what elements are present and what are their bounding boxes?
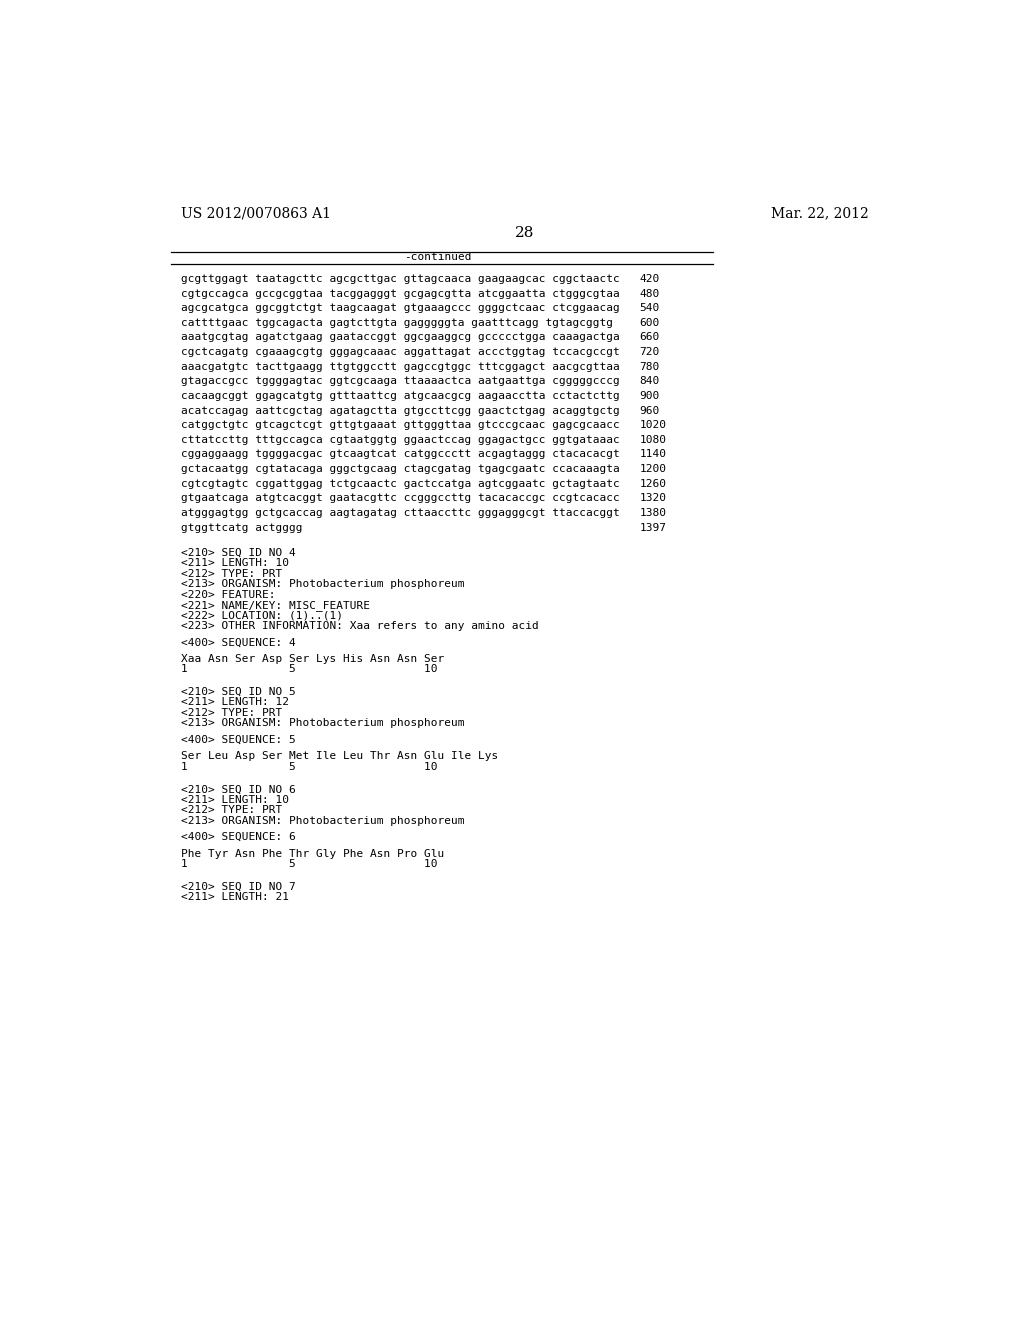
Text: 840: 840 xyxy=(640,376,659,387)
Text: gtgaatcaga atgtcacggt gaatacgttc ccgggccttg tacacaccgc ccgtcacacc: gtgaatcaga atgtcacggt gaatacgttc ccgggcc… xyxy=(180,494,620,503)
Text: <211> LENGTH: 10: <211> LENGTH: 10 xyxy=(180,558,289,569)
Text: aaatgcgtag agatctgaag gaataccggt ggcgaaggcg gccccctgga caaagactga: aaatgcgtag agatctgaag gaataccggt ggcgaag… xyxy=(180,333,620,342)
Text: <210> SEQ ID NO 7: <210> SEQ ID NO 7 xyxy=(180,882,296,892)
Text: <210> SEQ ID NO 4: <210> SEQ ID NO 4 xyxy=(180,548,296,558)
Text: cgtcgtagtc cggattggag tctgcaactc gactccatga agtcggaatc gctagtaatc: cgtcgtagtc cggattggag tctgcaactc gactcca… xyxy=(180,479,620,488)
Text: <212> TYPE: PRT: <212> TYPE: PRT xyxy=(180,569,282,578)
Text: Ser Leu Asp Ser Met Ile Leu Thr Asn Glu Ile Lys: Ser Leu Asp Ser Met Ile Leu Thr Asn Glu … xyxy=(180,751,498,762)
Text: aaacgatgtc tacttgaagg ttgtggcctt gagccgtggc tttcggagct aacgcgttaa: aaacgatgtc tacttgaagg ttgtggcctt gagccgt… xyxy=(180,362,620,372)
Text: gcgttggagt taatagcttc agcgcttgac gttagcaaca gaagaagcac cggctaactc: gcgttggagt taatagcttc agcgcttgac gttagca… xyxy=(180,275,620,284)
Text: <211> LENGTH: 12: <211> LENGTH: 12 xyxy=(180,697,289,708)
Text: 540: 540 xyxy=(640,304,659,313)
Text: <400> SEQUENCE: 6: <400> SEQUENCE: 6 xyxy=(180,832,296,842)
Text: <223> OTHER INFORMATION: Xaa refers to any amino acid: <223> OTHER INFORMATION: Xaa refers to a… xyxy=(180,620,539,631)
Text: 660: 660 xyxy=(640,333,659,342)
Text: 1               5                   10: 1 5 10 xyxy=(180,762,437,772)
Text: Xaa Asn Ser Asp Ser Lys His Asn Asn Ser: Xaa Asn Ser Asp Ser Lys His Asn Asn Ser xyxy=(180,653,444,664)
Text: 28: 28 xyxy=(515,226,535,240)
Text: <210> SEQ ID NO 6: <210> SEQ ID NO 6 xyxy=(180,784,296,795)
Text: <222> LOCATION: (1)..(1): <222> LOCATION: (1)..(1) xyxy=(180,610,343,620)
Text: gtagaccgcc tggggagtac ggtcgcaaga ttaaaactca aatgaattga cgggggcccg: gtagaccgcc tggggagtac ggtcgcaaga ttaaaac… xyxy=(180,376,620,387)
Text: <212> TYPE: PRT: <212> TYPE: PRT xyxy=(180,708,282,718)
Text: gtggttcatg actgggg: gtggttcatg actgggg xyxy=(180,523,302,532)
Text: catggctgtc gtcagctcgt gttgtgaaat gttgggttaa gtcccgcaac gagcgcaacc: catggctgtc gtcagctcgt gttgtgaaat gttgggt… xyxy=(180,420,620,430)
Text: 1397: 1397 xyxy=(640,523,667,532)
Text: 1               5                   10: 1 5 10 xyxy=(180,664,437,675)
Text: US 2012/0070863 A1: US 2012/0070863 A1 xyxy=(180,206,331,220)
Text: <213> ORGANISM: Photobacterium phosphoreum: <213> ORGANISM: Photobacterium phosphore… xyxy=(180,579,464,589)
Text: <221> NAME/KEY: MISC_FEATURE: <221> NAME/KEY: MISC_FEATURE xyxy=(180,601,370,611)
Text: 1380: 1380 xyxy=(640,508,667,517)
Text: atgggagtgg gctgcaccag aagtagatag cttaaccttc gggagggcgt ttaccacggt: atgggagtgg gctgcaccag aagtagatag cttaacc… xyxy=(180,508,620,517)
Text: 720: 720 xyxy=(640,347,659,356)
Text: agcgcatgca ggcggtctgt taagcaagat gtgaaagccc ggggctcaac ctcggaacag: agcgcatgca ggcggtctgt taagcaagat gtgaaag… xyxy=(180,304,620,313)
Text: cggaggaagg tggggacgac gtcaagtcat catggccctt acgagtaggg ctacacacgt: cggaggaagg tggggacgac gtcaagtcat catggcc… xyxy=(180,449,620,459)
Text: <213> ORGANISM: Photobacterium phosphoreum: <213> ORGANISM: Photobacterium phosphore… xyxy=(180,718,464,729)
Text: -continued: -continued xyxy=(404,252,472,263)
Text: 1260: 1260 xyxy=(640,479,667,488)
Text: <400> SEQUENCE: 5: <400> SEQUENCE: 5 xyxy=(180,735,296,744)
Text: 1080: 1080 xyxy=(640,434,667,445)
Text: 1200: 1200 xyxy=(640,465,667,474)
Text: cttatccttg tttgccagca cgtaatggtg ggaactccag ggagactgcc ggtgataaac: cttatccttg tttgccagca cgtaatggtg ggaactc… xyxy=(180,434,620,445)
Text: 480: 480 xyxy=(640,289,659,298)
Text: cattttgaac tggcagacta gagtcttgta gagggggta gaatttcagg tgtagcggtg: cattttgaac tggcagacta gagtcttgta gaggggg… xyxy=(180,318,612,327)
Text: 600: 600 xyxy=(640,318,659,327)
Text: cgctcagatg cgaaagcgtg gggagcaaac aggattagat accctggtag tccacgccgt: cgctcagatg cgaaagcgtg gggagcaaac aggatta… xyxy=(180,347,620,356)
Text: <212> TYPE: PRT: <212> TYPE: PRT xyxy=(180,805,282,816)
Text: 1               5                   10: 1 5 10 xyxy=(180,859,437,869)
Text: cgtgccagca gccgcggtaa tacggagggt gcgagcgtta atcggaatta ctgggcgtaa: cgtgccagca gccgcggtaa tacggagggt gcgagcg… xyxy=(180,289,620,298)
Text: <400> SEQUENCE: 4: <400> SEQUENCE: 4 xyxy=(180,638,296,647)
Text: 960: 960 xyxy=(640,405,659,416)
Text: 1020: 1020 xyxy=(640,420,667,430)
Text: gctacaatgg cgtatacaga gggctgcaag ctagcgatag tgagcgaatc ccacaaagta: gctacaatgg cgtatacaga gggctgcaag ctagcga… xyxy=(180,465,620,474)
Text: 420: 420 xyxy=(640,275,659,284)
Text: <211> LENGTH: 10: <211> LENGTH: 10 xyxy=(180,795,289,805)
Text: 900: 900 xyxy=(640,391,659,401)
Text: <210> SEQ ID NO 5: <210> SEQ ID NO 5 xyxy=(180,686,296,697)
Text: <213> ORGANISM: Photobacterium phosphoreum: <213> ORGANISM: Photobacterium phosphore… xyxy=(180,816,464,825)
Text: cacaagcggt ggagcatgtg gtttaattcg atgcaacgcg aagaacctta cctactcttg: cacaagcggt ggagcatgtg gtttaattcg atgcaac… xyxy=(180,391,620,401)
Text: acatccagag aattcgctag agatagctta gtgccttcgg gaactctgag acaggtgctg: acatccagag aattcgctag agatagctta gtgcctt… xyxy=(180,405,620,416)
Text: Phe Tyr Asn Phe Thr Gly Phe Asn Pro Glu: Phe Tyr Asn Phe Thr Gly Phe Asn Pro Glu xyxy=(180,849,444,859)
Text: 780: 780 xyxy=(640,362,659,372)
Text: <211> LENGTH: 21: <211> LENGTH: 21 xyxy=(180,892,289,902)
Text: 1140: 1140 xyxy=(640,449,667,459)
Text: Mar. 22, 2012: Mar. 22, 2012 xyxy=(771,206,869,220)
Text: <220> FEATURE:: <220> FEATURE: xyxy=(180,590,275,599)
Text: 1320: 1320 xyxy=(640,494,667,503)
